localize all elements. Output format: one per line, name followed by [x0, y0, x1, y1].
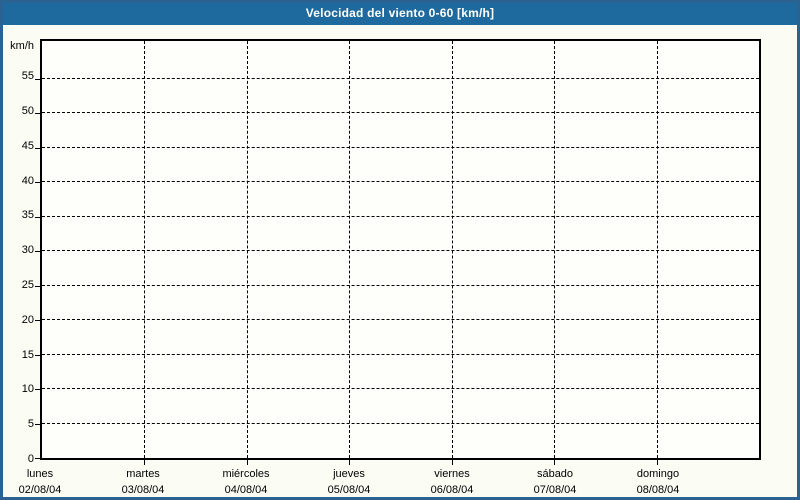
x-tick-label-day: jueves	[333, 468, 365, 480]
x-tick-label-date: 03/08/04	[121, 484, 165, 496]
y-tick-label: 55	[21, 70, 34, 83]
x-tick	[144, 460, 146, 465]
y-gridline	[42, 215, 759, 217]
y-gridline	[42, 388, 759, 390]
y-tick-label: 30	[21, 244, 34, 257]
x-tick	[246, 460, 248, 465]
y-tick	[35, 423, 40, 425]
y-tick	[35, 182, 40, 184]
x-tick-label: viernes 06/08/04	[397, 466, 507, 497]
x-tick	[349, 460, 351, 465]
x-tick-label-day: lunes	[26, 468, 54, 480]
x-tick-label-date: 05/08/04	[327, 484, 371, 496]
y-tick-label: 5	[27, 418, 34, 431]
x-tick-label: jueves 05/08/04	[294, 466, 404, 497]
x-tick	[554, 460, 556, 465]
y-tick-label: 50	[21, 105, 34, 118]
x-tick-label-date: 08/08/04	[636, 484, 680, 496]
y-tick	[35, 147, 40, 149]
y-gridline	[42, 77, 759, 79]
y-tick-label: 40	[21, 174, 34, 187]
x-tick-label-day: domingo	[636, 468, 680, 480]
x-tick-label-day: sábado	[536, 468, 574, 480]
x-gridline	[451, 41, 453, 458]
y-gridline	[42, 284, 759, 286]
y-gridline	[42, 181, 759, 183]
x-gridline	[554, 41, 556, 458]
x-gridline	[246, 41, 248, 458]
y-tick-label: 35	[21, 209, 34, 222]
x-tick-label-day: miércoles	[222, 468, 270, 480]
chart-title: Velocidad del viento 0-60 [km/h]	[305, 5, 495, 20]
x-tick-label: miércoles 04/08/04	[191, 466, 301, 497]
x-gridline	[144, 41, 146, 458]
x-tick-label-date: 04/08/04	[224, 484, 268, 496]
y-tick-label: 10	[21, 383, 34, 396]
y-tick	[35, 354, 40, 356]
y-gridline	[42, 112, 759, 114]
y-tick	[35, 113, 40, 115]
x-tick-label-date: 06/08/04	[430, 484, 474, 496]
y-tick-label: 0	[27, 453, 34, 465]
y-tick	[35, 458, 40, 459]
y-tick	[35, 78, 40, 80]
y-gridline	[42, 319, 759, 321]
x-tick-label: domingo 08/08/04	[603, 466, 713, 497]
x-tick-label-date: 07/08/04	[533, 484, 577, 496]
y-axis-unit-label: km/h	[10, 40, 34, 52]
x-gridline	[656, 41, 658, 458]
y-tick	[35, 320, 40, 322]
y-tick-label: 15	[21, 348, 34, 361]
x-tick-label: martes 03/08/04	[88, 466, 198, 497]
y-tick	[35, 216, 40, 218]
y-tick-label: 25	[21, 279, 34, 292]
x-tick	[451, 460, 453, 465]
x-gridline	[349, 41, 351, 458]
y-tick	[35, 285, 40, 287]
x-tick-label-date: 02/08/04	[18, 484, 62, 496]
y-tick-label: 20	[21, 313, 34, 326]
x-tick-label: sábado 07/08/04	[500, 466, 610, 497]
y-gridline	[42, 146, 759, 148]
y-tick-label: 45	[21, 139, 34, 152]
x-tick-label-day: martes	[126, 468, 160, 480]
y-gridline	[42, 353, 759, 355]
x-tick-label: lunes 02/08/04	[3, 466, 95, 497]
chart-title-bar: Velocidad del viento 0-60 [km/h]	[3, 3, 797, 25]
x-tick	[656, 460, 658, 465]
plot-area	[35, 39, 761, 465]
y-tick	[35, 389, 40, 391]
y-gridline	[42, 250, 759, 252]
y-gridline	[42, 422, 759, 424]
y-tick	[35, 251, 40, 253]
x-tick-label-day: viernes	[434, 468, 470, 480]
